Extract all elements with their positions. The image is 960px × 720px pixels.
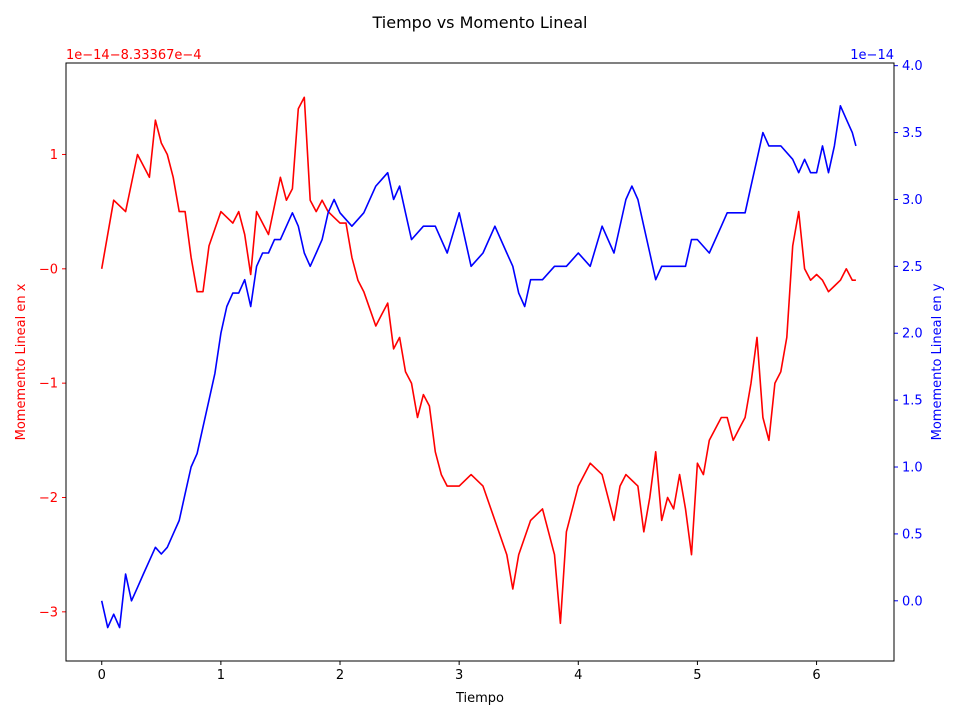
left-tick-label: −2 <box>39 491 58 506</box>
x-axis-label: Tiempo <box>455 691 504 706</box>
right-tick-label: 1.5 <box>902 394 923 409</box>
x-axis-ticks: 0 1 2 3 4 5 6 <box>98 661 821 683</box>
right-tick-label: 1.0 <box>902 461 923 476</box>
left-tick-label: −1 <box>39 377 58 392</box>
x-tick-label: 4 <box>574 668 582 683</box>
series-line-right <box>100 105 857 629</box>
right-offset-text: 1e−14 <box>850 48 894 63</box>
chart-title: Tiempo vs Momento Lineal <box>372 13 588 32</box>
right-tick-label: 2.5 <box>902 260 923 275</box>
right-axis-ticks: 0.0 0.5 1.0 1.5 2.0 2.5 3.0 3.5 4.0 <box>894 59 923 609</box>
x-tick-label: 3 <box>455 668 463 683</box>
right-axis-label: Momemento Lineal en y <box>930 283 945 440</box>
right-tick-label: 2.0 <box>902 327 923 342</box>
right-tick-label: 0.0 <box>902 594 923 609</box>
right-tick-label: 3.0 <box>902 193 923 208</box>
left-axis-label: Momemento Lineal en x <box>14 283 29 440</box>
plot-lines <box>100 96 857 629</box>
x-tick-label: 1 <box>217 668 225 683</box>
x-tick-label: 0 <box>98 668 106 683</box>
series-line-left <box>100 96 856 625</box>
left-tick-label: −0 <box>39 262 58 277</box>
right-tick-label: 3.5 <box>902 126 923 141</box>
right-tick-label: 0.5 <box>902 527 923 542</box>
x-tick-label: 2 <box>336 668 344 683</box>
plot-frame <box>65 62 895 662</box>
left-axis-ticks: −3 −2 −1 −0 1 <box>39 148 66 620</box>
x-tick-label: 5 <box>693 668 701 683</box>
left-offset-text: 1e−14−8.33367e−4 <box>66 48 202 63</box>
left-tick-label: 1 <box>50 148 58 163</box>
x-tick-label: 6 <box>812 668 820 683</box>
right-tick-label: 4.0 <box>902 59 923 74</box>
left-tick-label: −3 <box>39 605 58 620</box>
